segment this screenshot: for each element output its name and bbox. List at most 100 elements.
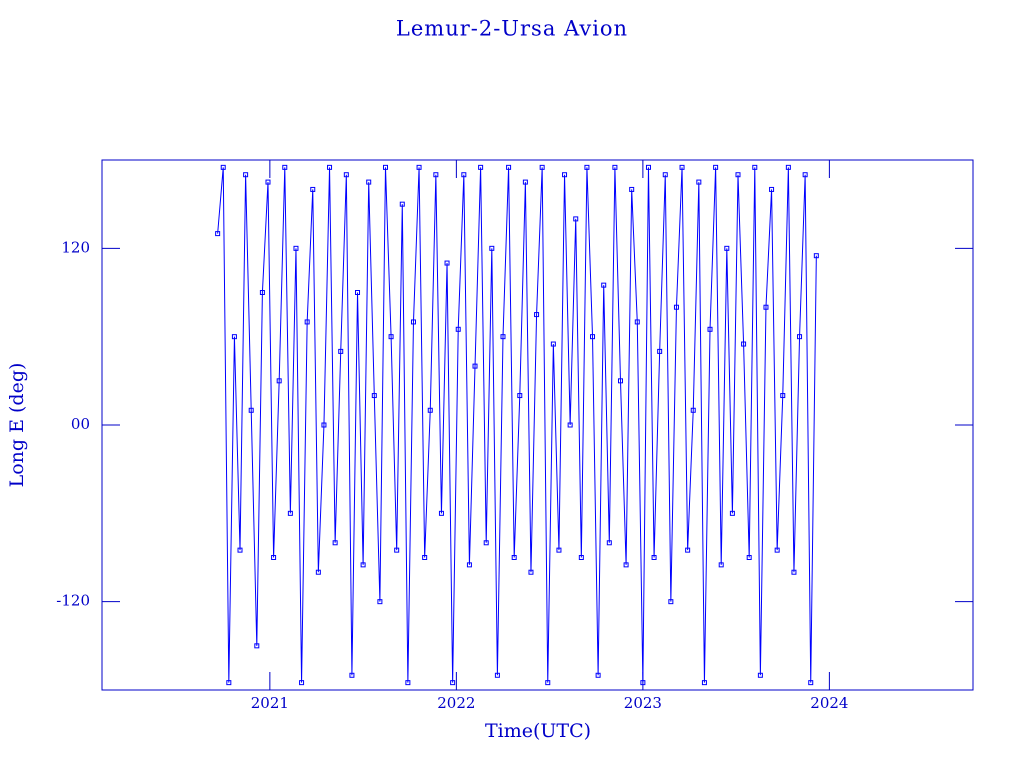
data-point (763, 304, 769, 310)
data-point (746, 555, 752, 560)
data-point (584, 164, 590, 170)
y-axis-label: Long E (deg) (6, 363, 28, 488)
data-point (606, 540, 612, 546)
data-point (511, 555, 517, 560)
data-point (461, 172, 467, 178)
data-point (287, 510, 293, 516)
data-point (595, 672, 601, 678)
data-point (506, 164, 512, 170)
x-axis-label: Time(UTC) (485, 720, 591, 742)
data-point (220, 164, 226, 170)
data-point (629, 186, 635, 192)
data-point (539, 164, 545, 170)
data-point (517, 393, 523, 399)
data-point (724, 245, 730, 251)
data-point (657, 348, 663, 354)
data-point (327, 164, 333, 170)
data-point (590, 334, 596, 340)
data-point (215, 231, 221, 237)
data-point (651, 555, 657, 560)
data-point (338, 348, 344, 354)
data-point (377, 599, 383, 605)
data-point (478, 164, 484, 170)
data-point (416, 164, 422, 170)
data-point (360, 562, 366, 568)
data-point (774, 547, 780, 553)
data-point (231, 334, 237, 340)
data-point (366, 179, 372, 185)
chart-title: Lemur-2-Ursa Avion (396, 17, 628, 41)
data-point (668, 599, 674, 605)
data-point (679, 164, 685, 170)
data-point (623, 562, 629, 568)
data-point (494, 672, 500, 678)
data-point (483, 540, 489, 546)
x-tick-label: 2022 (437, 694, 475, 712)
data-point (343, 172, 349, 178)
data-point (567, 422, 573, 428)
data-point (780, 393, 786, 399)
data-point (640, 680, 646, 686)
x-tick-label: 2021 (251, 694, 289, 712)
data-point (528, 569, 534, 575)
data-point (293, 245, 299, 251)
data-point (562, 172, 568, 178)
data-point (399, 201, 405, 207)
data-point (791, 569, 797, 575)
data-point (450, 680, 456, 686)
data-point (438, 510, 444, 516)
data-point (254, 643, 260, 649)
data-point (489, 245, 495, 251)
data-point (785, 164, 791, 170)
data-point (276, 378, 282, 384)
data-point (444, 260, 450, 266)
data-point (808, 680, 814, 686)
data-point (265, 179, 271, 185)
data-point (388, 334, 394, 340)
data-point (315, 569, 321, 575)
data-point (248, 407, 254, 413)
data-point (573, 216, 579, 222)
data-point (534, 312, 540, 318)
data-point (673, 304, 679, 310)
data-point (382, 164, 388, 170)
data-point (237, 547, 243, 553)
x-tick-label: 2023 (624, 694, 662, 712)
data-point (741, 341, 747, 347)
data-point (522, 179, 528, 185)
data-point (802, 172, 808, 178)
data-point (713, 164, 719, 170)
y-tick-label: -120 (56, 592, 90, 610)
data-point (349, 672, 355, 678)
data-point (455, 326, 461, 332)
data-point (696, 179, 702, 185)
data-point (310, 186, 316, 192)
data-point (634, 319, 640, 325)
data-point (797, 334, 803, 340)
data-point (685, 547, 691, 553)
data-point (556, 547, 562, 553)
data-point (701, 680, 707, 686)
data-point (405, 680, 411, 686)
data-point (690, 407, 696, 413)
data-point (321, 422, 327, 428)
data-point (355, 290, 361, 295)
data-point (707, 326, 713, 332)
data-point (645, 164, 651, 170)
data-point (729, 510, 735, 516)
data-point (472, 363, 478, 369)
data-point (394, 547, 400, 553)
data-point (617, 378, 623, 384)
data-point (433, 172, 439, 178)
data-point (578, 555, 584, 560)
data-point (735, 172, 741, 178)
data-point (752, 164, 758, 170)
data-point (612, 164, 618, 170)
data-point (427, 407, 433, 413)
data-point (769, 186, 775, 192)
data-point (662, 172, 668, 178)
data-point (466, 562, 472, 568)
data-point (601, 282, 607, 288)
